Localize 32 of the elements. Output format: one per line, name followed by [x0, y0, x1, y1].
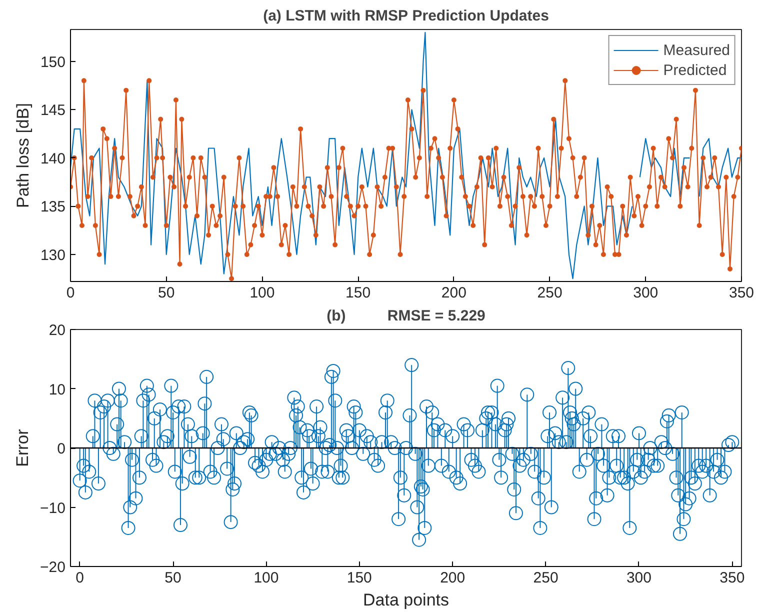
y-tick-label: −20	[40, 559, 66, 576]
x-tick-label: 200	[441, 284, 466, 302]
x-tick-label: 50	[158, 284, 175, 302]
x-axis-title: Data points	[363, 590, 449, 610]
y-tick-label: 145	[40, 102, 66, 120]
y-axis-title: Path loss [dB]	[13, 103, 32, 208]
x-tick-label: 50	[164, 570, 182, 586]
y-tick-label: 10	[48, 381, 66, 398]
y-tick-label: 130	[40, 246, 66, 264]
legend-label: Predicted	[663, 62, 727, 78]
y-axis-title: Error	[13, 428, 32, 467]
x-tick-label: 350	[720, 570, 745, 586]
x-tick-label: 150	[346, 284, 371, 302]
x-tick-label: 100	[254, 570, 279, 586]
x-tick-label: 0	[76, 570, 84, 586]
x-tick-label: 200	[440, 570, 466, 586]
y-tick-label: −10	[40, 500, 66, 517]
x-tick-label: 350	[728, 284, 754, 302]
x-tick-label: 150	[346, 570, 372, 586]
x-tick-label: 300	[633, 284, 658, 302]
x-tick-label: 100	[250, 284, 275, 302]
y-tick-label: 150	[40, 54, 66, 71]
y-tick-label: 135	[40, 198, 66, 216]
x-tick-label: 250	[533, 570, 558, 586]
x-tick-label: 300	[626, 570, 652, 586]
chart-title: (b) RMSE = 5.229	[326, 308, 486, 324]
chart-title: (a) LSTM with RMSP Prediction Updates	[263, 8, 549, 24]
legend-label: Measured	[663, 42, 730, 58]
y-tick-label: 0	[57, 440, 66, 458]
x-tick-label: 250	[537, 284, 562, 302]
y-tick-label: 20	[48, 322, 66, 339]
y-tick-label: 140	[40, 150, 66, 168]
